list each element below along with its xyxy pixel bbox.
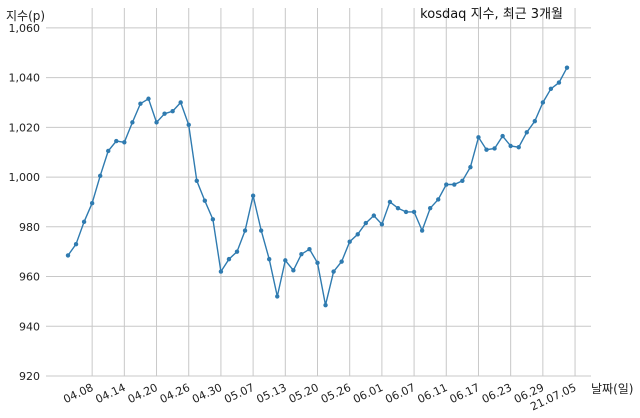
grid [46,8,591,377]
data-point [355,232,360,237]
data-point [331,269,336,274]
data-point [387,199,393,205]
y-tick-label: 1,060 [9,22,41,35]
data-point [89,200,95,206]
data-points [65,65,570,308]
data-point [291,268,296,273]
data-point [444,182,449,187]
data-point [154,120,159,125]
x-tick-label: 05.13 [255,381,289,406]
data-point [339,259,344,264]
x-tick-label: 04.20 [126,381,160,406]
data-point [379,222,385,227]
data-point [436,197,441,202]
data-point [419,228,425,233]
data-point [234,249,240,254]
x-tick-label: 05.26 [319,381,353,406]
x-tick-label: 04.14 [94,381,128,406]
data-point [130,120,135,125]
x-tick-label: 04.26 [158,381,192,406]
data-point [122,140,127,145]
data-point [250,193,256,198]
data-point [146,96,151,101]
data-point [275,294,280,299]
data-point [403,209,409,215]
data-point [516,145,521,150]
data-point [347,239,352,244]
x-tick-label: 04.30 [190,381,224,406]
data-point [283,258,288,263]
data-point [194,178,199,184]
data-point [226,256,232,262]
data-point [106,148,111,154]
data-point [532,118,538,124]
data-point [540,100,546,105]
y-tick-label: 1,040 [9,72,41,85]
data-point [508,143,513,149]
y-tick-label: 980 [19,221,40,234]
y-tick-label: 1,020 [9,121,41,134]
data-point [267,256,272,262]
data-point [492,146,497,151]
data-point [460,178,465,184]
data-point [548,86,554,92]
x-tick-label: 06.23 [480,381,514,406]
x-ticks: 04.0804.1404.2004.2604.3005.0705.1305.20… [61,381,578,413]
x-tick-label: 05.07 [222,381,256,406]
data-point [186,122,191,128]
data-point [299,251,304,257]
data-point [556,80,562,85]
data-point [81,219,87,225]
data-point [476,135,481,140]
x-tick-label: 06.07 [383,381,417,406]
data-point [202,198,208,203]
data-point [452,182,457,187]
data-point [371,213,377,218]
data-point [65,253,71,258]
y-axis-label: 지수(p) [6,9,45,23]
chart-title: kosdaq 지수, 최근 3개월 [420,7,563,22]
x-tick-label: 06.01 [351,381,385,406]
data-point [307,246,312,252]
data-point [564,65,570,70]
y-tick-label: 940 [19,320,40,333]
y-tick-label: 960 [19,271,40,284]
data-point [315,260,320,266]
x-tick-label: 06.17 [448,381,482,406]
data-point [73,242,79,247]
data-point [178,100,183,105]
y-tick-label: 1,000 [9,171,41,184]
data-point [363,220,368,226]
data-point [162,111,167,116]
x-tick-label: 05.20 [287,381,321,406]
y-ticks: 920 940 960 980 1,000 1,020 1,040 1,060 [9,22,41,383]
data-point [97,173,103,179]
data-point [468,164,473,170]
data-point [258,228,264,233]
data-point [524,130,529,135]
data-point [170,108,175,114]
y-tick-label: 920 [19,370,40,383]
data-point [484,147,489,152]
data-point [210,217,216,222]
x-tick-label: 04.08 [61,381,95,406]
x-axis-label: 날짜(일) [591,382,633,396]
data-point [323,302,328,308]
data-point [411,209,417,215]
data-point [138,101,143,106]
data-point [395,205,401,211]
data-point [114,138,119,144]
data-point [242,228,248,233]
x-tick-label: 06.11 [415,381,449,406]
data-point [500,133,505,139]
data-point [427,205,433,211]
data-point [218,269,224,274]
